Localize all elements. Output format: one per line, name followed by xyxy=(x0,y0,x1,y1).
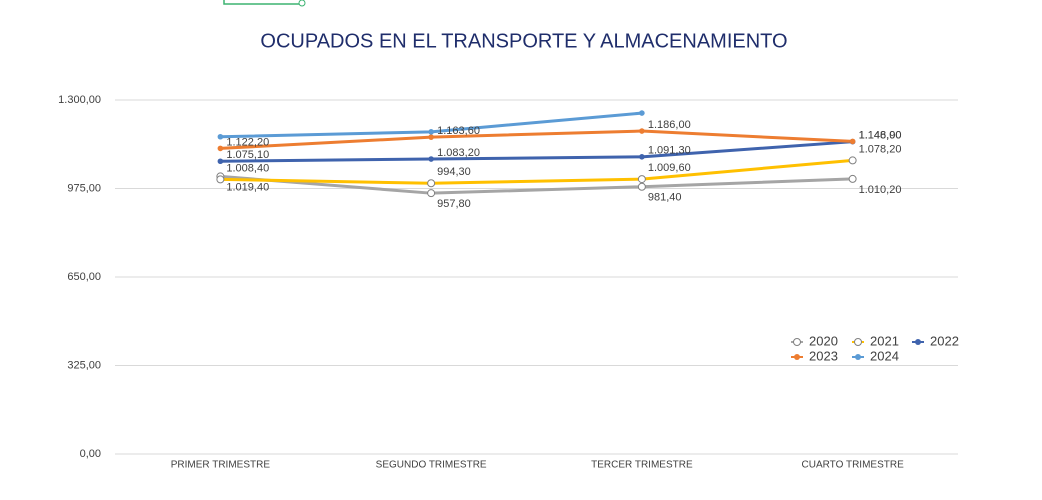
x-tick-label: TERCER TRIMESTRE xyxy=(591,460,693,471)
legend-marker xyxy=(915,339,921,345)
legend-marker xyxy=(854,338,862,346)
data-label: 994,30 xyxy=(437,166,471,178)
data-label: 1.008,40 xyxy=(226,162,269,174)
y-tick-label: 1.300,00 xyxy=(58,94,101,106)
chart-title: OCUPADOS EN EL TRANSPORTE Y ALMACENAMIEN… xyxy=(260,30,787,52)
point xyxy=(427,179,436,188)
legend-marker xyxy=(794,354,800,360)
point xyxy=(216,175,225,184)
point xyxy=(217,145,224,152)
legend-label: 2022 xyxy=(930,333,959,348)
y-tick-label: 975,00 xyxy=(67,182,101,194)
point xyxy=(217,158,224,165)
point xyxy=(217,133,224,140)
point xyxy=(848,156,857,165)
series-line xyxy=(220,158,853,185)
y-tick-label: 325,00 xyxy=(67,359,101,371)
point xyxy=(428,134,434,140)
data-label: 1.083,20 xyxy=(437,147,480,159)
data-label: 1.148,00 xyxy=(859,129,902,141)
data-label: 1.091,30 xyxy=(648,145,691,157)
data-label: 1.186,00 xyxy=(648,119,691,131)
data-label: 1.019,40 xyxy=(226,181,269,193)
legend-label: 2023 xyxy=(809,348,838,363)
x-tick-label: CUARTO TRIMESTRE xyxy=(802,460,905,471)
y-tick-label: 0,00 xyxy=(80,448,101,460)
series-line xyxy=(220,174,853,195)
point xyxy=(849,138,856,145)
data-label: 981,40 xyxy=(648,192,682,204)
point xyxy=(848,174,857,183)
selection-handle xyxy=(298,0,306,7)
series-line xyxy=(220,129,853,150)
legend-marker xyxy=(855,354,861,360)
data-label: 1.075,10 xyxy=(226,149,269,161)
data-label: 1.078,20 xyxy=(859,143,902,155)
x-tick-label: SEGUNDO TRIMESTRE xyxy=(376,460,487,471)
series-line xyxy=(220,140,853,163)
legend-label: 2020 xyxy=(809,333,838,348)
point xyxy=(639,154,645,160)
point xyxy=(639,128,645,134)
selection-frame xyxy=(223,0,303,5)
y-tick-label: 650,00 xyxy=(67,271,101,283)
legend-label: 2024 xyxy=(870,348,899,363)
data-label: 957,80 xyxy=(437,198,471,210)
point xyxy=(428,156,434,162)
point xyxy=(637,175,646,184)
legend-label: 2021 xyxy=(870,333,899,348)
x-tick-label: PRIMER TRIMESTRE xyxy=(171,460,271,471)
data-label: 1.009,60 xyxy=(648,162,691,174)
point xyxy=(427,189,436,198)
legend-marker xyxy=(793,338,801,346)
point xyxy=(637,182,646,191)
data-label: 1.163,60 xyxy=(437,125,480,137)
point xyxy=(639,110,645,116)
point xyxy=(428,129,434,135)
data-label: 1.010,20 xyxy=(859,184,902,196)
data-label: 1.122,20 xyxy=(226,136,269,148)
data-label: 1.146,90 xyxy=(859,130,902,142)
